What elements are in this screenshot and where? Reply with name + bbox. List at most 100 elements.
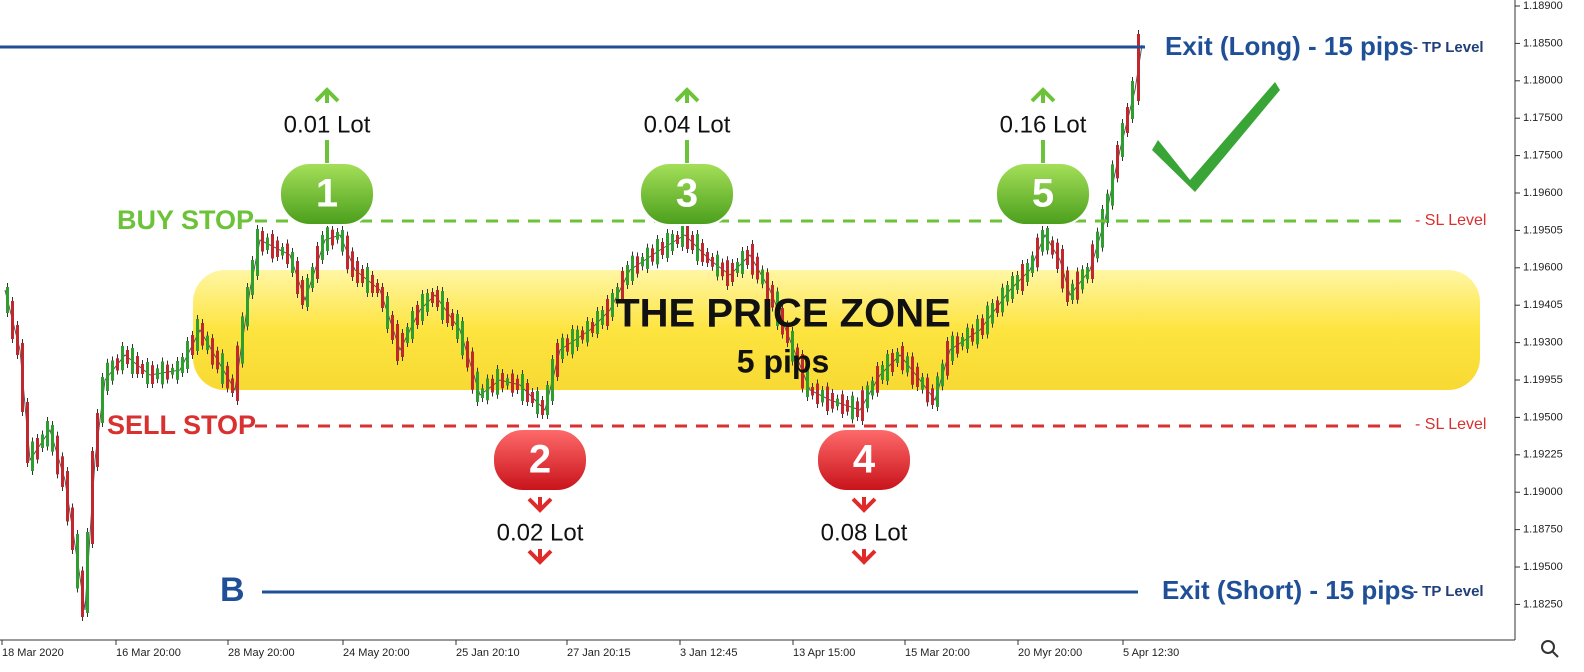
price-line — [4, 44, 1143, 611]
check-mark — [1152, 82, 1280, 192]
candle-body — [246, 287, 249, 327]
candle-body — [826, 386, 829, 411]
zoom-icon[interactable] — [1551, 650, 1559, 658]
price-label: 1.18900 — [1523, 0, 1563, 12]
candle-body — [111, 360, 114, 381]
candle-body — [431, 292, 434, 303]
candle-body — [701, 243, 704, 262]
candle-body — [986, 305, 989, 335]
candle-body — [1126, 107, 1129, 133]
candle-body — [26, 402, 29, 463]
price-label: 1.18250 — [1523, 598, 1563, 610]
candle-body — [896, 352, 899, 363]
candle-body — [151, 365, 154, 384]
order-number: 2 — [529, 438, 551, 482]
candle-body — [41, 434, 44, 448]
order-badge — [816, 428, 912, 492]
candle-body — [271, 234, 274, 259]
candle-body — [506, 378, 509, 386]
candle-body — [1046, 228, 1049, 251]
candle-body — [1031, 255, 1034, 273]
candle-body — [206, 335, 209, 351]
candle-body — [611, 293, 614, 317]
price-label: 1.19000 — [1523, 486, 1563, 498]
candle-body — [776, 291, 779, 326]
price-label: 1.19225 — [1523, 449, 1563, 461]
candle-body — [426, 293, 429, 312]
candle-body — [846, 400, 849, 412]
candle-body — [646, 247, 649, 269]
candle-body — [196, 319, 199, 351]
candle-body — [266, 237, 269, 250]
candle-body — [811, 387, 814, 396]
candle-body — [156, 368, 159, 380]
sl-level: - SL Level — [1415, 212, 1486, 229]
candle-body — [816, 383, 819, 404]
candle-body — [561, 337, 564, 359]
candle-body — [421, 294, 424, 321]
marker-b: B — [220, 571, 245, 609]
candle-body — [791, 331, 794, 362]
candle-body — [261, 231, 264, 252]
candle-body — [676, 235, 679, 244]
date-label: 3 Jan 12:45 — [680, 647, 738, 659]
candle-body — [1071, 283, 1074, 300]
candle-body — [1096, 231, 1099, 259]
candle-body — [931, 388, 934, 405]
candle-body — [16, 325, 19, 355]
candle-body — [286, 243, 289, 264]
tp-level: - TP Level — [1413, 39, 1484, 56]
candle-body — [861, 390, 864, 421]
candle-body — [51, 425, 54, 452]
candle-body — [636, 256, 639, 274]
candle-body — [471, 351, 474, 390]
date-label: 27 Jan 20:15 — [567, 647, 631, 659]
candle-body — [371, 275, 374, 293]
candle-body — [996, 300, 999, 313]
candle-body — [481, 388, 484, 398]
candle-body — [491, 378, 494, 393]
candle-body — [926, 377, 929, 403]
candle-body — [761, 269, 764, 285]
candle-body — [121, 346, 124, 371]
candle-body — [886, 354, 889, 381]
order-lot: 0.02 Lot — [497, 519, 584, 546]
zoom-icon[interactable] — [1541, 640, 1555, 654]
candle-body — [66, 471, 69, 522]
candle-body — [1056, 242, 1059, 269]
order-arrow — [527, 497, 553, 513]
candle-body — [956, 336, 959, 354]
candle-body — [966, 327, 969, 349]
candle-body — [251, 260, 254, 295]
date-label: 13 Apr 15:00 — [793, 647, 855, 659]
date-label: 24 May 20:00 — [343, 647, 410, 659]
order-arrow — [314, 87, 340, 103]
candle-body — [916, 366, 919, 387]
candle-body — [981, 318, 984, 335]
candle-body — [1021, 264, 1024, 291]
candle-body — [116, 358, 119, 371]
candle-body — [31, 441, 34, 471]
order-lot: 0.04 Lot — [644, 111, 731, 138]
candle-body — [226, 365, 229, 389]
candle-body — [686, 226, 689, 249]
price-label: 1.17500 — [1523, 150, 1563, 162]
candle-body — [161, 361, 164, 385]
candle-body — [86, 532, 89, 613]
candle-body — [531, 392, 534, 403]
candle-body — [541, 400, 544, 415]
candle-body — [971, 328, 974, 342]
candle-body — [786, 324, 789, 343]
order-number: 4 — [853, 438, 876, 482]
candle-body — [486, 378, 489, 401]
candle-body — [466, 341, 469, 368]
candle-body — [501, 373, 504, 389]
zoom-icon[interactable] — [1541, 640, 1559, 658]
candle-body — [696, 234, 699, 261]
price-label: 1.19500 — [1523, 411, 1563, 423]
order-arrow — [851, 549, 877, 565]
candle-body — [771, 285, 774, 308]
candle-body — [766, 272, 769, 299]
candle-body — [621, 271, 624, 299]
candle-body — [46, 421, 49, 447]
